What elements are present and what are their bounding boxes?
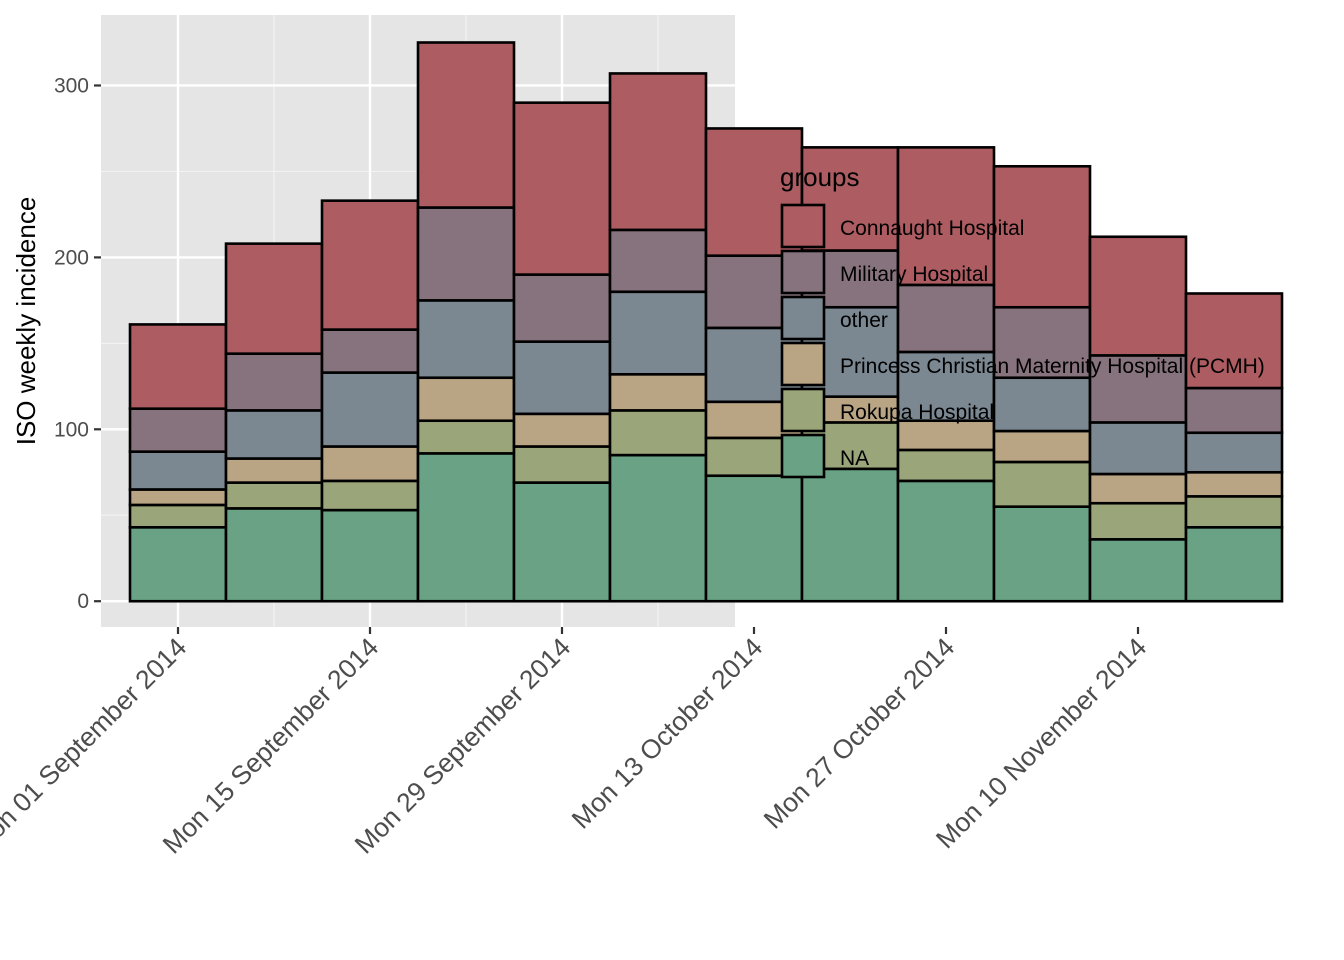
legend-key <box>780 433 826 479</box>
y-tick-label: 100 <box>54 418 89 441</box>
legend-label: Connaught Hospital <box>840 217 1024 240</box>
legend-key <box>780 249 826 295</box>
legend-key <box>780 387 826 433</box>
bar-segment <box>608 453 708 603</box>
bar-segment <box>896 146 996 287</box>
bar-segment <box>1184 292 1284 390</box>
bar-segment <box>992 429 1092 464</box>
x-tick-label: Mon 29 September 2014 <box>349 632 576 859</box>
bar-segment <box>608 409 708 457</box>
bar-segment <box>224 457 324 484</box>
legend-key <box>780 341 826 387</box>
bar-segment <box>224 242 324 355</box>
legend-label: NA <box>840 447 869 470</box>
bar-segment <box>896 283 996 354</box>
bar-segment <box>1088 421 1188 476</box>
bar-segment <box>1184 386 1284 435</box>
bar-segment <box>800 467 900 603</box>
bar-segment <box>608 72 708 232</box>
y-axis-title: ISO weekly incidence <box>11 197 41 446</box>
bar-segment <box>320 508 420 603</box>
bar-segment <box>416 452 516 603</box>
y-tick-label: 0 <box>77 590 89 613</box>
bar-segment <box>512 101 612 276</box>
x-tick-label: Mon 10 November 2014 <box>930 632 1152 854</box>
legend: groups Connaught Hospital Military Hospit… <box>780 162 1265 479</box>
bar-segment <box>128 488 228 507</box>
bar-segment <box>512 481 612 603</box>
bar-segment <box>128 525 228 603</box>
legend-label: Military Hospital <box>840 263 988 286</box>
bar-segment <box>416 41 516 209</box>
bar-segment <box>416 376 516 423</box>
bar-segment <box>896 479 996 603</box>
bar-segment <box>416 419 516 455</box>
bar-segment <box>320 479 420 512</box>
x-tick-label: Mon 15 September 2014 <box>157 632 384 859</box>
bar-segment <box>320 445 420 483</box>
bar-segment <box>1088 235 1188 357</box>
legend-label: Princess Christian Maternity Hospital (P… <box>840 355 1265 378</box>
legend-key <box>780 203 826 249</box>
y-tick-label: 200 <box>54 246 89 269</box>
legend-label: Rokupa Hospital <box>840 401 994 424</box>
bar-segment <box>992 460 1092 508</box>
x-tick-label: Mon 13 October 2014 <box>566 632 768 834</box>
bar-segment <box>896 419 996 452</box>
legend-title: groups <box>780 162 860 192</box>
bar-segment <box>608 372 708 412</box>
bar-segment <box>128 323 228 410</box>
bar-segment <box>224 409 324 460</box>
bar-segment <box>704 474 804 603</box>
bar-segment <box>416 206 516 302</box>
y-tick-label: 300 <box>54 74 89 97</box>
bar-segment <box>1088 472 1188 505</box>
bar-segment <box>992 505 1092 603</box>
x-tick-label: Mon 27 October 2014 <box>758 632 960 834</box>
bar-segment <box>1184 431 1284 474</box>
bar-segment <box>1184 495 1284 529</box>
y-axis: 0 100 200 300 <box>54 74 101 613</box>
bar-segment <box>992 376 1092 433</box>
bar-segment <box>608 290 708 376</box>
bar-segment <box>224 481 324 510</box>
bar-segment <box>1184 525 1284 603</box>
bar-segment <box>224 352 324 412</box>
bar-segment <box>416 299 516 380</box>
bar-segment <box>320 328 420 374</box>
bar-segment <box>320 371 420 448</box>
bar-segment <box>224 507 324 603</box>
bar-segment <box>128 407 228 453</box>
bar-segment <box>128 503 228 529</box>
legend-label: other <box>840 309 888 332</box>
bar-segment <box>512 412 612 448</box>
bar-segment <box>1184 470 1284 498</box>
x-tick-label: Mon 01 September 2014 <box>0 632 192 859</box>
bar-segment <box>128 450 228 491</box>
bar-segment <box>992 164 1092 309</box>
bar-segment <box>512 340 612 416</box>
legend-key <box>780 295 826 341</box>
bar-segment <box>992 305 1092 380</box>
bar-segment <box>608 228 708 294</box>
bar-segment <box>512 445 612 484</box>
bar-segment <box>896 448 996 483</box>
bar-segment <box>320 199 420 331</box>
bar-segment <box>512 273 612 343</box>
stacked-bars <box>128 41 1284 603</box>
bar-segment <box>1088 538 1188 603</box>
bar-segment <box>1088 501 1188 541</box>
